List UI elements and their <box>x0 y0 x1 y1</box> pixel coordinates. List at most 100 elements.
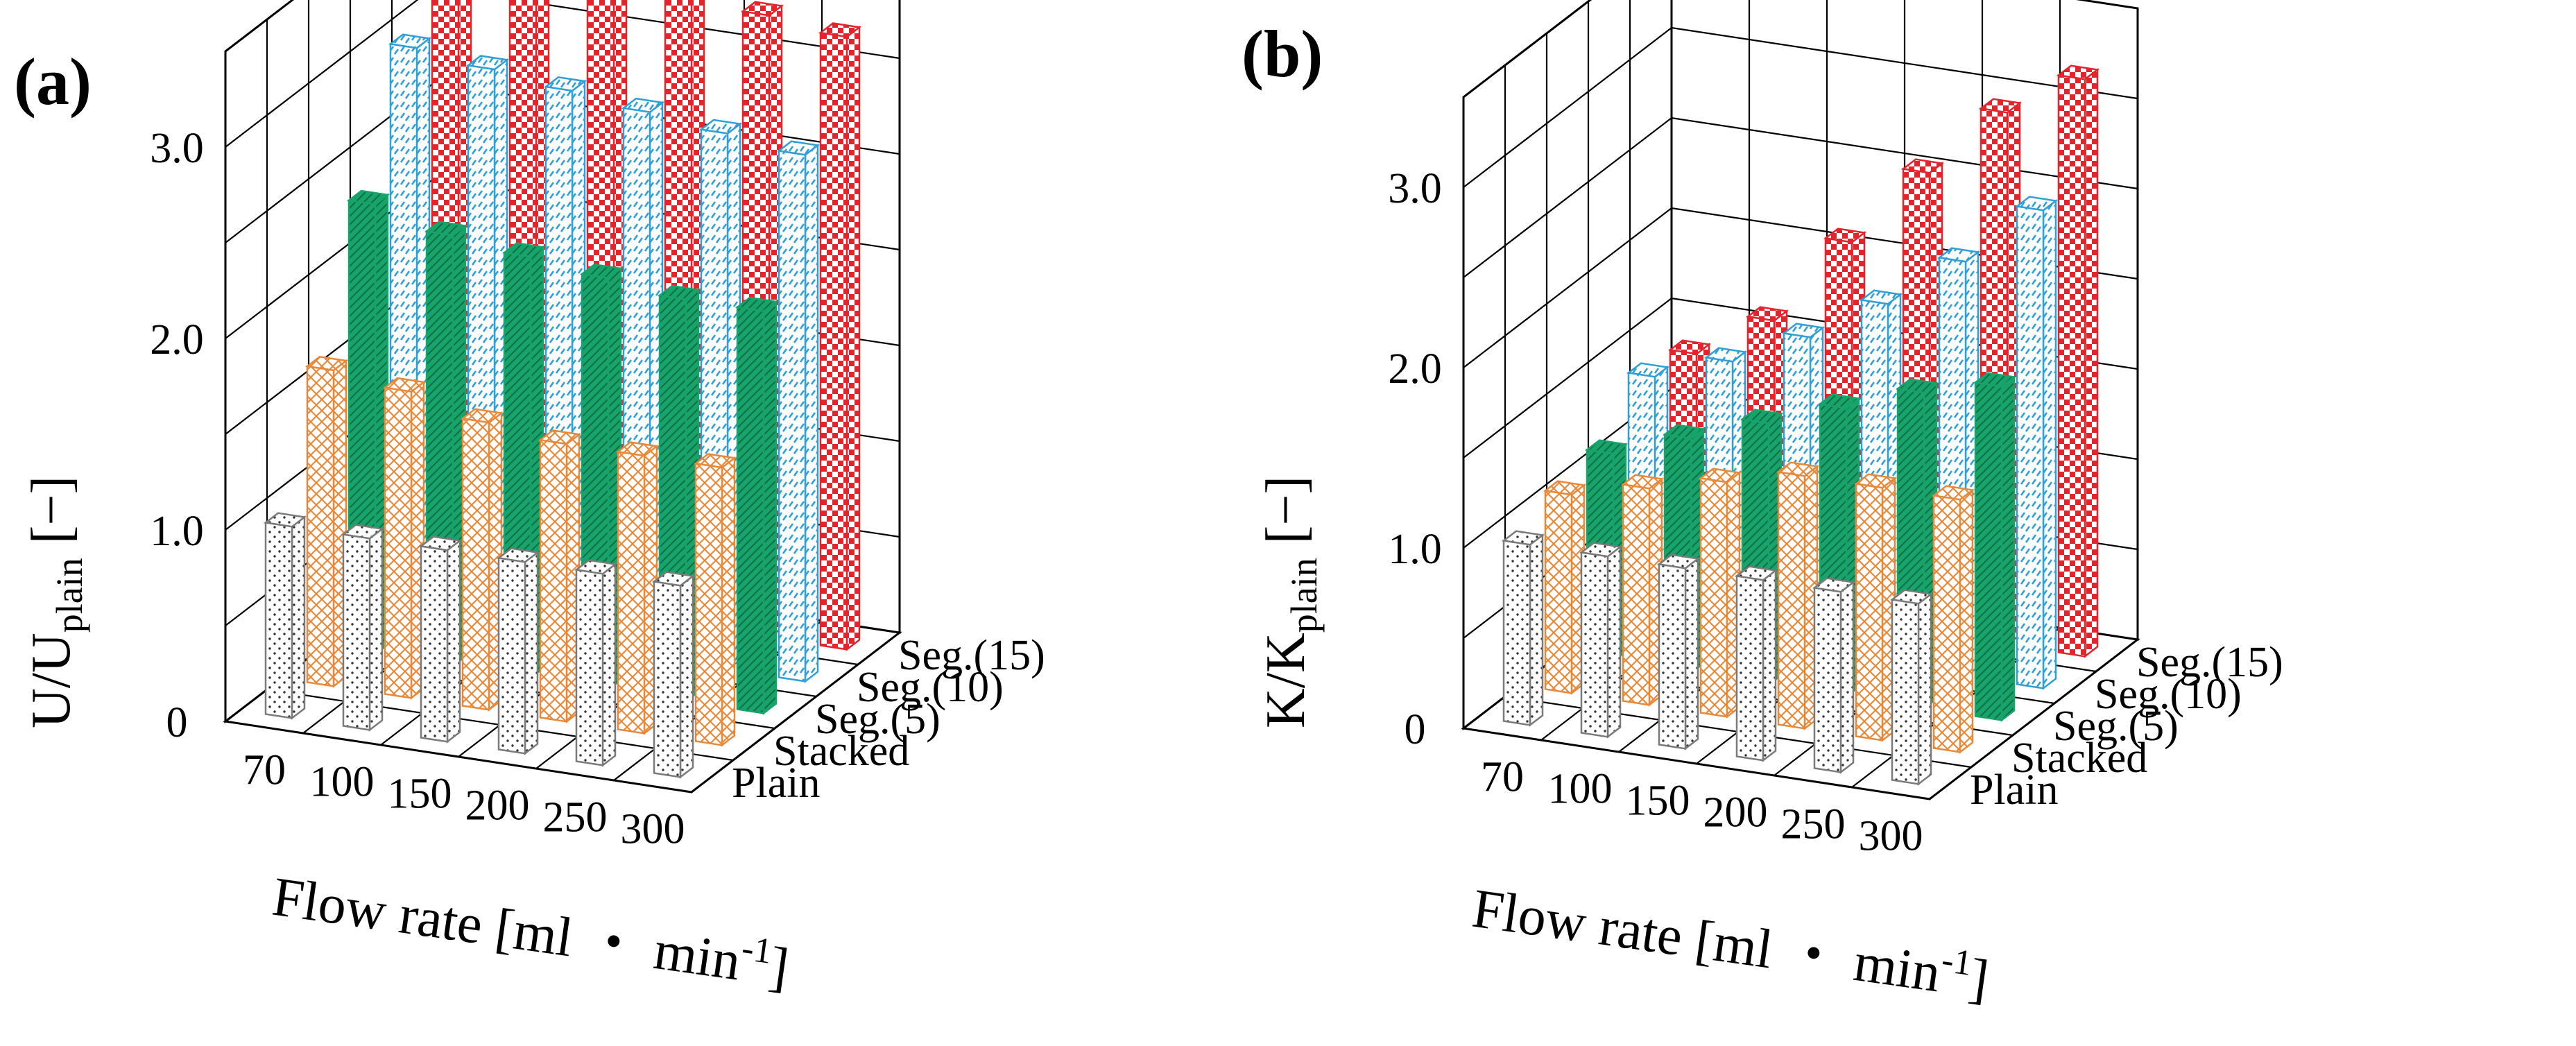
bar-front <box>264 522 293 719</box>
bar-stacked-150 <box>1698 468 1742 719</box>
bar-front <box>1502 540 1531 726</box>
bar-side <box>1606 545 1622 739</box>
bar-side <box>1529 533 1544 727</box>
bar-side <box>291 515 306 720</box>
x-tick-label: 100 <box>1548 766 1613 813</box>
bar-plain-70 <box>263 512 307 720</box>
series-label-seg-15: Seg.(15) <box>898 632 1045 679</box>
y-tick-label: 2.0 <box>1388 345 1442 393</box>
panel-b-bars <box>1501 65 2100 786</box>
bar-seg-10-300 <box>776 140 821 683</box>
x-tick-label: 250 <box>543 794 608 841</box>
bar-plain-70 <box>1501 530 1545 727</box>
bar-front <box>2057 74 2086 658</box>
x-tick-label: 200 <box>465 782 530 830</box>
x-tick-label: 100 <box>310 759 375 806</box>
panel-a-x-axis-label: Flow rate [ml ・ min-1] <box>268 863 793 999</box>
bar-side <box>1762 568 1777 762</box>
bar-side <box>762 300 778 715</box>
chart-panel-b: (b) 0 1.0 2.0 3.0 70 100 150 200 250 300 PlainSt… <box>1242 0 2283 1011</box>
bar-seg-15-300 <box>2056 65 2100 658</box>
bar-front <box>1735 575 1764 762</box>
y-tick-label: 1.0 <box>1388 526 1442 573</box>
bar-seg-10-300 <box>2014 196 2059 690</box>
panel-b-y-axis-label: K/Kplain [−] <box>1255 476 1325 728</box>
bar-stacked-300 <box>1931 485 1975 754</box>
bar-front <box>778 150 807 683</box>
bar-side <box>2000 375 2016 722</box>
bar-plain-100 <box>1579 542 1623 739</box>
y-tick-label: 3.0 <box>150 125 204 172</box>
panel-a-y-axis-label: U/Uplain [−] <box>21 476 90 728</box>
y-tick-label: 0 <box>1405 706 1426 753</box>
series-label-stacked: Stacked <box>773 728 909 775</box>
bar-plain-100 <box>341 524 385 732</box>
bar-front <box>306 365 335 687</box>
series-label-seg-10: Seg.(10) <box>857 664 1004 711</box>
bar-side <box>804 143 819 683</box>
x-tick-label: 200 <box>1703 789 1768 837</box>
bar-plain-300 <box>651 571 696 779</box>
bar-front <box>736 306 765 714</box>
series-label-seg-15: Seg.(15) <box>2136 639 2283 686</box>
bar-seg-5-300 <box>735 296 779 715</box>
bar-side <box>1839 580 1855 774</box>
bar-side <box>845 25 861 651</box>
bar-front <box>1932 495 1961 753</box>
bar-side <box>721 456 736 747</box>
bar-front <box>1699 477 1728 718</box>
x-tick-label: 250 <box>1781 801 1846 848</box>
x-tick-label: 300 <box>1859 813 1923 860</box>
bar-front <box>497 557 526 755</box>
bar-side <box>679 574 694 779</box>
bar-front <box>2016 205 2045 689</box>
bar-front <box>1891 599 1920 785</box>
panel-a-bars <box>263 0 862 779</box>
bar-stacked-250 <box>1853 473 1898 742</box>
bar-stacked-250 <box>615 441 660 735</box>
bar-stacked-200 <box>1776 461 1820 730</box>
series-label-seg-5: Seg.(5) <box>815 696 941 743</box>
y-tick-label: 0 <box>166 699 188 746</box>
gridline-y <box>1463 0 2138 98</box>
bar-front <box>617 450 646 735</box>
panel-a-label: (a) <box>14 44 92 119</box>
bar-front <box>539 438 568 723</box>
bar-stacked-70 <box>1543 480 1587 695</box>
bar-plain-300 <box>1889 589 1934 786</box>
panel-b-x-ticks: 70 100 150 200 250 300 <box>1481 754 1923 860</box>
bar-seg-5-300 <box>1973 372 2017 722</box>
bar-seg-15-300 <box>818 22 862 651</box>
bar-front <box>342 533 371 731</box>
panel-b-y-ticks: 0 1.0 2.0 3.0 <box>1388 165 1442 753</box>
series-label-plain: Plain <box>1970 766 2058 814</box>
x-tick-label: 70 <box>1481 754 1524 801</box>
chart-panel-a: (a) 0 1.0 2.0 3.0 70 100 150 200 250 300 PlainSt… <box>14 0 1045 999</box>
x-tick-label: 300 <box>621 806 685 853</box>
bar-front <box>575 569 604 766</box>
bar-plain-250 <box>574 559 618 767</box>
bar-side <box>524 550 539 755</box>
bar-plain-150 <box>418 535 463 744</box>
panel-a-y-ticks: 0 1.0 2.0 3.0 <box>150 125 204 746</box>
bar-front <box>1658 563 1687 750</box>
x-tick-label: 70 <box>243 747 286 794</box>
bar-side <box>1959 488 1974 754</box>
bar-front <box>1813 587 1842 773</box>
bar-front <box>1777 471 1806 730</box>
panel-a-x-ticks: 70 100 150 200 250 300 <box>243 747 685 853</box>
bar-plain-250 <box>1812 577 1856 774</box>
panel-b-label: (b) <box>1242 17 1323 91</box>
bar-side <box>2042 198 2057 690</box>
y-tick-label: 1.0 <box>150 508 204 555</box>
bar-stacked-70 <box>304 355 349 688</box>
series-label-plain: Plain <box>732 760 820 807</box>
series-label-stacked: Stacked <box>2011 735 2147 782</box>
bar-plain-200 <box>1734 565 1778 762</box>
x-tick-label: 150 <box>1626 778 1690 825</box>
bar-side <box>601 562 617 767</box>
gridline-y <box>1463 26 2138 188</box>
bar-front <box>420 545 449 743</box>
